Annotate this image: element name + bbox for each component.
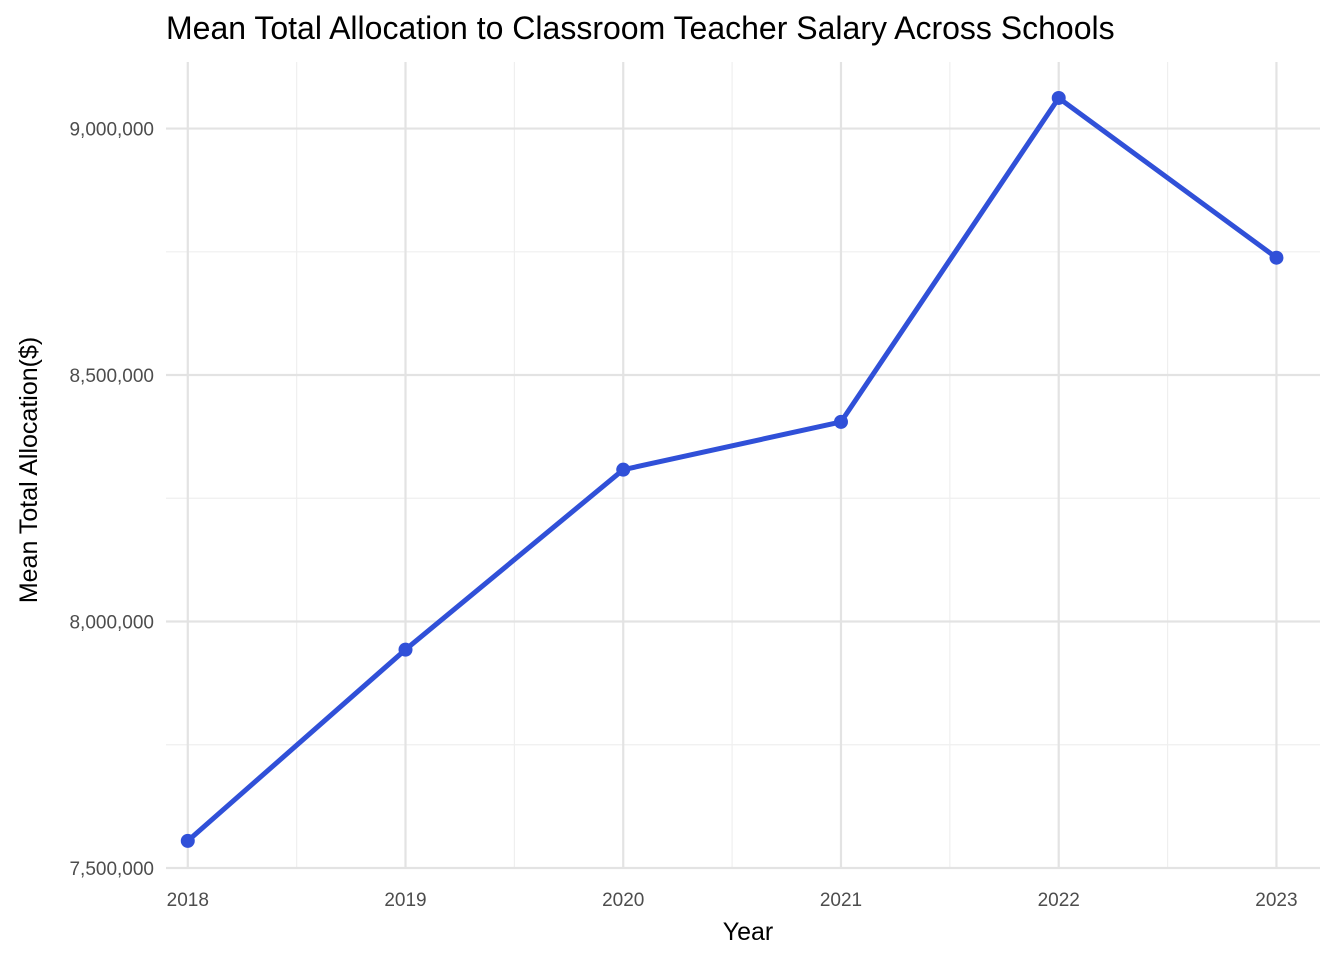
data-point bbox=[616, 462, 631, 477]
x-tick-labels: 2018 2019 2020 2021 2022 2023 bbox=[167, 890, 1298, 911]
x-tick-label: 2018 bbox=[167, 890, 209, 911]
y-tick-label: 9,000,000 bbox=[69, 120, 154, 141]
data-point bbox=[1051, 90, 1066, 105]
x-axis-title: Year bbox=[723, 918, 774, 946]
data-point bbox=[180, 833, 195, 848]
data-point bbox=[833, 414, 848, 429]
data-point bbox=[398, 642, 413, 657]
y-axis-title: Mean Total Allocation($) bbox=[15, 337, 43, 603]
data-point bbox=[1269, 250, 1284, 265]
x-tick-label: 2023 bbox=[1255, 890, 1297, 911]
x-tick-label: 2020 bbox=[602, 890, 644, 911]
y-tick-labels: 7,500,000 8,000,000 8,500,000 9,000,000 bbox=[69, 120, 154, 880]
x-tick-label: 2019 bbox=[384, 890, 426, 911]
chart-title: Mean Total Allocation to Classroom Teach… bbox=[166, 10, 1115, 46]
x-tick-label: 2021 bbox=[820, 890, 862, 911]
y-tick-label: 7,500,000 bbox=[69, 859, 154, 880]
series-layer bbox=[180, 90, 1284, 848]
x-tick-label: 2022 bbox=[1038, 890, 1080, 911]
y-tick-label: 8,000,000 bbox=[69, 613, 154, 634]
series-line bbox=[185, 95, 1279, 844]
y-tick-label: 8,500,000 bbox=[69, 366, 154, 387]
grid bbox=[166, 62, 1320, 870]
